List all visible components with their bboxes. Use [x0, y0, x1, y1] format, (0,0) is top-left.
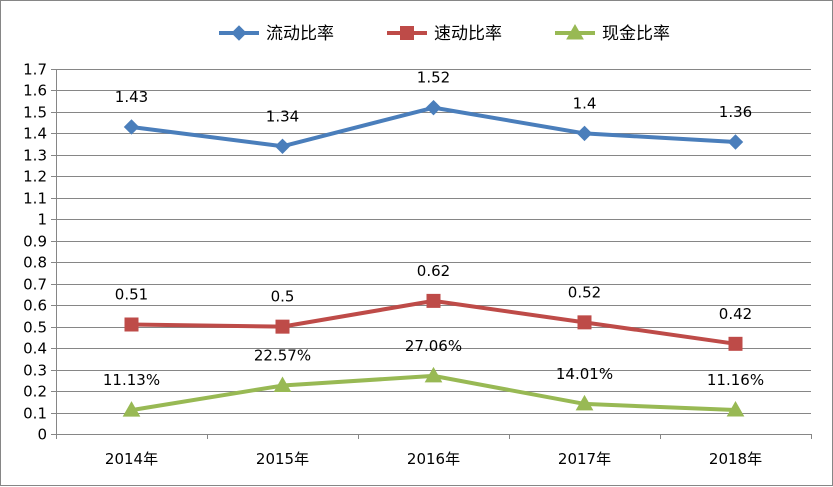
data-label: 1.34 — [266, 107, 299, 125]
series-2 — [124, 293, 743, 351]
legend-label: 流动比率 — [266, 24, 334, 44]
data-label: 1.4 — [573, 94, 597, 112]
legend: 流动比率 速动比率 现金比率 — [219, 23, 670, 44]
axes: 0 0.1 0.2 0.3 0.4 0.5 0.6 0.7 0.8 0.9 1 1.1 1.2 1.3 1.… — [23, 61, 812, 468]
y-tick-label: 0 — [37, 426, 47, 444]
data-point — [728, 336, 743, 351]
x-category-label: 2015年 — [256, 450, 309, 468]
data-point — [122, 401, 141, 417]
y-tick-label: 1.2 — [23, 168, 47, 186]
y-tick-label: 0.1 — [23, 405, 47, 423]
data-point — [575, 394, 594, 411]
data-label: 14.01% — [556, 365, 613, 383]
data-labels: 1.43 1.34 1.52 1.4 1.36 0.51 0.5 0.62 0.52 0.42 11… — [103, 69, 764, 389]
data-point — [273, 376, 292, 393]
data-label: 22.57% — [254, 347, 311, 365]
data-label: 0.52 — [568, 283, 601, 301]
series-1 — [123, 99, 744, 155]
data-point — [426, 293, 441, 308]
y-tick-label: 1 — [37, 211, 47, 229]
y-tick-label: 1.4 — [23, 125, 47, 143]
data-label: 0.5 — [271, 288, 295, 306]
data-label: 11.13% — [103, 371, 160, 389]
y-tick-label: 1.3 — [23, 147, 47, 165]
y-tick-label: 0.7 — [23, 276, 47, 294]
y-tick-label: 0.9 — [23, 233, 47, 251]
data-label: 1.52 — [417, 69, 450, 87]
x-category-label: 2016年 — [407, 450, 460, 468]
y-tick-label: 0.2 — [23, 383, 47, 401]
data-point — [576, 125, 593, 142]
y-tick-label: 1.1 — [23, 190, 47, 208]
legend-marker — [400, 26, 414, 40]
legend-label: 速动比率 — [434, 24, 502, 44]
data-label: 0.42 — [719, 305, 752, 323]
y-tick-label: 1.7 — [23, 61, 47, 79]
y-tick-label: 1.5 — [23, 104, 47, 122]
legend-marker — [566, 23, 584, 40]
legend-marker — [231, 25, 247, 41]
gridlines — [56, 69, 811, 414]
data-point — [275, 319, 290, 334]
y-tick-label: 1.6 — [23, 82, 47, 100]
data-label: 27.06% — [405, 337, 462, 355]
x-category-label: 2014年 — [105, 450, 158, 468]
data-label: 0.62 — [417, 262, 450, 280]
data-label: 1.36 — [719, 103, 752, 121]
data-label: 1.43 — [115, 88, 148, 106]
x-category-label: 2017年 — [558, 450, 611, 468]
data-point — [123, 119, 140, 135]
y-tick-label: 0.6 — [23, 297, 47, 315]
data-point — [577, 315, 592, 330]
series-layer — [122, 99, 745, 417]
data-label: 11.16% — [707, 371, 764, 389]
y-tick-label: 0.4 — [23, 340, 47, 358]
data-point — [274, 138, 291, 155]
y-tick-label: 0.8 — [23, 254, 47, 272]
series-3 — [122, 366, 745, 417]
legend-label: 现金比率 — [602, 24, 670, 44]
x-category-label: 2018年 — [709, 450, 762, 468]
data-point — [424, 366, 443, 383]
data-label: 0.51 — [115, 286, 148, 304]
data-point — [727, 134, 744, 150]
data-point — [726, 401, 745, 417]
data-point — [124, 317, 139, 332]
legend-item: 现金比率 — [555, 23, 670, 44]
legend-item: 流动比率 — [219, 24, 334, 44]
y-tick-label: 0.5 — [23, 319, 47, 337]
y-tick-label: 0.3 — [23, 362, 47, 380]
legend-item: 速动比率 — [387, 24, 502, 44]
data-point — [425, 99, 442, 116]
